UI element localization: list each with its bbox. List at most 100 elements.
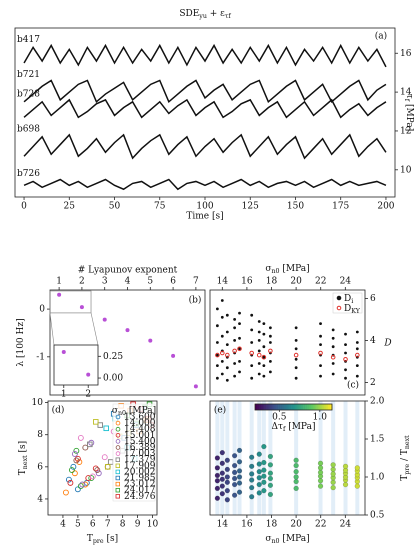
series-line xyxy=(23,178,387,191)
legend-label: DKY xyxy=(344,304,361,316)
sigma-band xyxy=(331,401,336,515)
dimension-point xyxy=(294,326,298,330)
colorbar-cell xyxy=(293,404,296,410)
x-axis-label-part: σ xyxy=(265,264,271,274)
x-tick-label: 6 xyxy=(90,520,96,530)
colorbar-label: Δτf [MPa] xyxy=(272,422,316,434)
ratio-point xyxy=(293,469,299,475)
point xyxy=(73,447,80,454)
ratio-point xyxy=(267,453,273,459)
x-tick-label: 7 xyxy=(193,277,199,287)
x-tick-label: 200 xyxy=(377,202,394,212)
point xyxy=(77,434,84,441)
dimension-point xyxy=(262,322,266,325)
colorbar-cell xyxy=(256,404,260,410)
x-tick-label: 18 xyxy=(266,520,278,530)
dimension-point xyxy=(268,360,272,363)
dimension-point xyxy=(225,378,229,382)
legend-marker xyxy=(115,475,120,481)
x-tick-label: 4 xyxy=(125,277,131,287)
dimension-point xyxy=(215,341,219,344)
ratio-point xyxy=(318,478,324,484)
series-line xyxy=(23,98,387,119)
y-axis-label-part: [s] xyxy=(18,441,28,456)
point xyxy=(65,476,72,483)
y-tick-label: 6 xyxy=(37,462,43,472)
x-axis-label-part: [s] xyxy=(104,534,119,544)
legend-title-part: n0 xyxy=(118,410,126,417)
x-tick-label: 2 xyxy=(79,277,85,287)
dky-point xyxy=(220,350,225,356)
ratio-point xyxy=(293,457,299,463)
x-tick-label: 24 xyxy=(340,520,352,530)
point xyxy=(87,441,93,448)
colorbar-cell xyxy=(314,404,317,410)
colorbar-cell xyxy=(272,404,275,410)
colorbar-cell xyxy=(255,404,258,410)
ratio-point xyxy=(330,485,336,491)
dimension-point xyxy=(294,347,298,351)
dky-point xyxy=(232,348,237,354)
dimension-point xyxy=(250,328,254,332)
x-tick-label: 20 xyxy=(290,277,302,287)
ratio-point xyxy=(214,485,220,491)
dimension-point xyxy=(250,313,254,317)
ratio-point xyxy=(267,482,273,488)
point xyxy=(74,455,81,462)
ratio-point xyxy=(237,474,243,480)
ratio-point xyxy=(261,488,267,494)
colorbar-cell xyxy=(291,404,294,410)
dimension-point xyxy=(238,360,241,363)
x-tick-label: 100 xyxy=(196,202,213,212)
dimension-point xyxy=(331,336,335,340)
ratio-point xyxy=(232,469,238,475)
axes-frame xyxy=(209,400,366,516)
dimension-point xyxy=(233,374,237,378)
y-tick-label: 2.0 xyxy=(370,397,385,407)
panel-label: (d) xyxy=(52,405,65,416)
ratio-point xyxy=(249,463,255,469)
legend-marker xyxy=(115,451,121,456)
point xyxy=(103,425,109,432)
sigma-band xyxy=(343,401,348,515)
dimension-point xyxy=(294,339,298,342)
dimension-point xyxy=(250,364,254,367)
dimension-point xyxy=(268,326,272,330)
legend-label-part: D xyxy=(344,304,351,314)
y-tick-label: -1 xyxy=(36,352,45,362)
ratio-point xyxy=(249,454,255,460)
dky-point xyxy=(343,357,348,362)
ratio-point xyxy=(318,465,324,471)
ratio-point xyxy=(224,488,230,494)
dimension-point xyxy=(344,376,347,380)
inset-frame xyxy=(53,344,99,386)
x-axis-label: Time [s] xyxy=(186,212,223,222)
dky-point xyxy=(261,354,267,360)
ratio-point xyxy=(232,453,238,459)
legend-marker xyxy=(115,420,121,426)
dimension-point xyxy=(233,362,237,365)
point xyxy=(104,463,111,470)
ratio-point xyxy=(256,451,262,457)
dimension-point xyxy=(257,339,261,342)
ratio-point xyxy=(237,447,243,453)
point xyxy=(77,483,84,490)
colorbar-cell xyxy=(276,404,279,410)
colorbar-cell xyxy=(301,404,304,410)
x-tick-label: 175 xyxy=(332,202,349,212)
legend-label: 24.017 xyxy=(124,486,156,496)
x-axis-label-part: σ xyxy=(265,534,271,544)
y-axis-label-part: / T xyxy=(400,449,410,464)
colorbar-cell xyxy=(260,404,263,410)
dimension-point xyxy=(355,347,359,351)
x-tick-label: 4 xyxy=(60,520,66,530)
legend-marker xyxy=(336,295,342,301)
ratio-point xyxy=(224,497,230,503)
legend-title-part: [MPa] xyxy=(126,406,156,416)
dimension-point xyxy=(344,332,347,336)
x-tick-label: 16 xyxy=(241,520,253,530)
x-axis-label-part: n0 xyxy=(271,538,279,545)
dimension-point xyxy=(225,343,229,346)
dimension-point xyxy=(220,315,224,319)
x-axis-label: Tpre [s] xyxy=(87,534,118,546)
